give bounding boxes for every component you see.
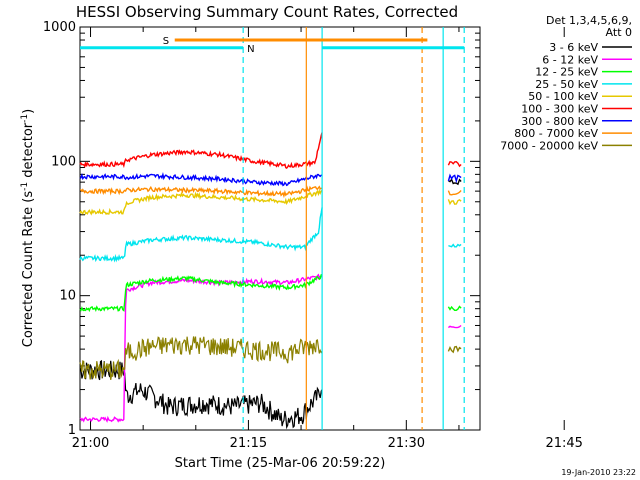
series-line-late xyxy=(447,345,462,354)
y-axis-label: Corrected Count Rate (s-1 detector-1) xyxy=(20,109,36,347)
legend-header-1: Det 1,3,4,5,6,9, xyxy=(546,14,632,27)
series-line-late xyxy=(448,178,462,186)
series-line-late xyxy=(448,243,462,248)
legend-label: 6 - 12 keV xyxy=(542,53,598,66)
y-axis-label-sup: -1 xyxy=(20,182,30,191)
x-tick-label: 21:15 xyxy=(230,436,267,451)
legend-label: 800 - 7000 keV xyxy=(514,127,598,140)
legend-label: 25 - 50 keV xyxy=(535,78,598,91)
y-axis-label-main: Corrected Count Rate (s xyxy=(21,191,36,348)
series-line-late xyxy=(447,173,462,184)
series-line xyxy=(79,188,323,216)
x-axis-label: Start Time (25-Mar-06 20:59:22) xyxy=(175,456,386,471)
flag-label: N xyxy=(247,44,254,55)
series-line xyxy=(79,132,323,169)
series-line xyxy=(80,185,323,199)
y-tick-label: 1 xyxy=(68,423,76,438)
legend-label: 3 - 6 keV xyxy=(549,41,598,54)
y-tick-label: 10 xyxy=(59,289,76,304)
x-tick-label: 21:00 xyxy=(72,436,109,451)
series-line xyxy=(79,207,323,263)
series-line-late xyxy=(447,198,462,206)
series-line xyxy=(79,273,323,423)
series-line xyxy=(79,336,323,381)
series-layer xyxy=(79,132,462,430)
legend-label: 300 - 800 keV xyxy=(521,115,598,128)
series-line-late xyxy=(447,324,462,329)
overlay-layer: NS xyxy=(80,27,465,430)
legend-header-2: Att 0 xyxy=(606,26,632,39)
y-tick-label: 1000 xyxy=(43,20,76,35)
plot-area-frame xyxy=(79,26,481,431)
legend-label: 7000 - 20000 keV xyxy=(500,139,598,152)
series-line xyxy=(79,172,323,187)
y-axis: 1 10 100 1000 xyxy=(43,20,480,438)
series-line xyxy=(79,273,323,313)
y-axis-label-mid: detector xyxy=(21,122,36,182)
flag-label: S xyxy=(163,36,169,47)
x-tick-label: 21:30 xyxy=(388,436,425,451)
timestamp: 19-Jan-2010 23:22 xyxy=(561,468,636,477)
y-tick-label: 100 xyxy=(51,154,76,169)
legend-label: 12 - 25 keV xyxy=(535,66,598,79)
x-tick-label: 21:45 xyxy=(545,436,582,451)
series-line-late xyxy=(447,305,462,311)
y-axis-label-end: ) xyxy=(21,109,36,114)
legend-label: 50 - 100 keV xyxy=(528,90,598,103)
series-line-late xyxy=(447,160,462,168)
series-line-late xyxy=(447,190,462,196)
chart-title: HESSI Observing Summary Count Rates, Cor… xyxy=(76,3,458,21)
y-axis-label-sup2: -1 xyxy=(20,114,30,123)
legend-label: 100 - 300 keV xyxy=(521,103,598,116)
